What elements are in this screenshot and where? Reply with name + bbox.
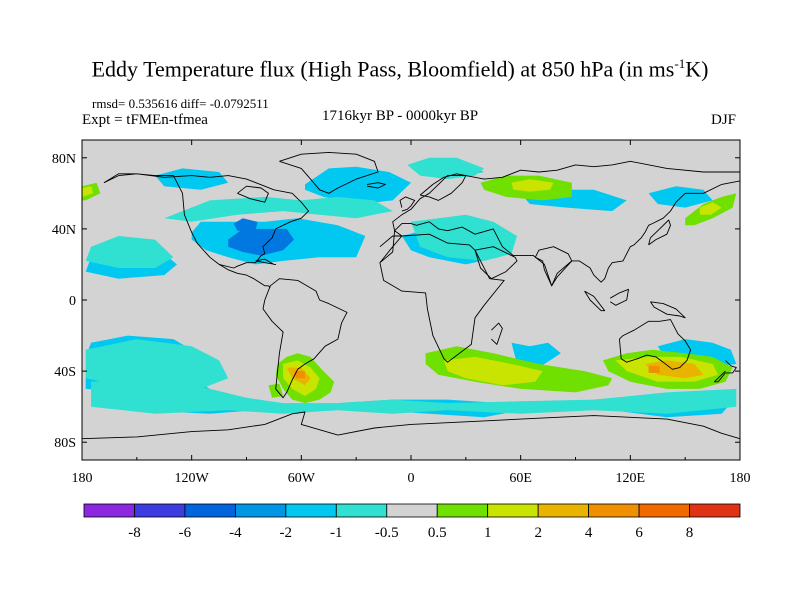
coastline-cuba [255,258,277,265]
plot-title: Eddy Temperature flux (High Pass, Bloomf… [0,56,800,82]
anomaly-region-6-39 [648,365,660,373]
colorbar-swatch [184,503,236,518]
colorbar-swatch [487,503,539,518]
lat-tick-label: 40S [54,365,76,380]
coastline-scandinavia [419,173,467,201]
coastline-africa-europe-asia [379,160,740,363]
colorbar-swatch [638,503,690,518]
anomaly-region-2-31 [443,356,543,386]
colorbar-swatch [285,503,337,518]
lon-tick-label: 0 [408,471,415,486]
lon-tick-label: 120W [175,471,210,486]
season-label: DJF [711,112,737,128]
anomaly-region-2-35 [699,202,722,215]
coastline-arabia [474,246,518,280]
title-end: K) [685,56,709,82]
anomaly-region-neg1-20 [85,236,174,268]
colorbar-label: -0.5 [375,525,399,541]
anomaly-region-neg1-18 [91,378,737,414]
anomaly-region-neg1-19 [164,196,393,222]
lon-tick-label: 120E [616,471,646,486]
coastline-north-america [103,173,310,269]
lat-tick-label: 80N [52,152,76,167]
lat-tick-label: 40N [52,223,76,238]
colorbar-label: 4 [585,525,593,541]
colorbar-label: 8 [686,525,694,541]
colorbar-label: -1 [330,525,343,541]
lat-tick-label: 0 [69,294,76,309]
anomaly-region-2-33 [511,179,554,192]
colorbar-swatch [335,503,388,518]
colorbar-label: -6 [179,525,192,541]
colorbar-swatch [537,503,590,518]
colorbar-label: 1 [484,525,492,541]
coastline-iceland [367,182,386,189]
anomaly-field [82,157,737,418]
colorbar-label: 2 [534,525,542,541]
coastline-borneo [609,288,629,306]
colorbar-swatch [436,503,489,518]
colorbar-label: -2 [280,525,293,541]
anomaly-region-neg1-17 [85,339,229,393]
coastline-new-zealand [713,360,737,383]
lon-tick-label: 60W [288,471,316,486]
lon-tick-label: 180 [72,471,93,486]
lon-tick-label: 180 [730,471,751,486]
anomaly-region-neg2-9 [648,186,713,208]
coastline-south-america [262,278,348,399]
coastline-antarctica [82,411,740,440]
anomaly-region-neg2-5 [155,168,229,190]
anomaly-region-neg2-3 [305,166,411,204]
coastline-australia [618,319,692,370]
coastline-japan [648,219,671,246]
experiment-label: Expt = tFMEn-tfmea [82,112,208,128]
anomaly-region-neg4-1 [228,228,294,256]
coastline-india [534,246,573,287]
anomaly-region-6-38 [294,371,305,379]
anomaly-region-2-34 [82,186,93,197]
coastline-greenland [279,151,379,194]
coastline-britain [399,196,416,212]
title-main: Eddy Temperature flux (High Pass, Bloomf… [91,56,675,82]
title-superscript: -1 [674,56,686,71]
colorbar-label: 0.5 [428,525,447,541]
coastline-madagascar [491,322,503,345]
colorbar-swatch [83,503,135,518]
colorbar-swatch [689,503,741,518]
anomaly-region-neg1-22 [407,157,485,180]
period-label: 1716kyr BP - 0000kyr BP [322,108,479,124]
anomaly-region-neg1-21 [411,214,517,261]
colorbar-label: -4 [229,525,242,541]
coastline-central-america [218,264,271,288]
lat-tick-label: 80S [54,436,76,451]
colorbar-swatch [234,503,287,518]
stats-text: rmsd= 0.535616 diff= -0.0792511 [92,96,269,111]
anomaly-region-1-29 [268,383,284,398]
colorbar-swatch [588,503,640,518]
lon-tick-label: 60E [509,471,532,486]
colorbar-swatch [386,503,438,518]
coastline-sumatra [584,290,606,312]
coastlines [82,151,740,440]
coastline-hudson-bay [237,185,269,203]
colorbar-label: 6 [635,525,643,541]
coastline-new-guinea [650,301,686,319]
colorbar-label: -8 [128,525,141,541]
colorbar-swatch [134,503,186,518]
anomaly-region-neg4-2 [233,218,258,231]
